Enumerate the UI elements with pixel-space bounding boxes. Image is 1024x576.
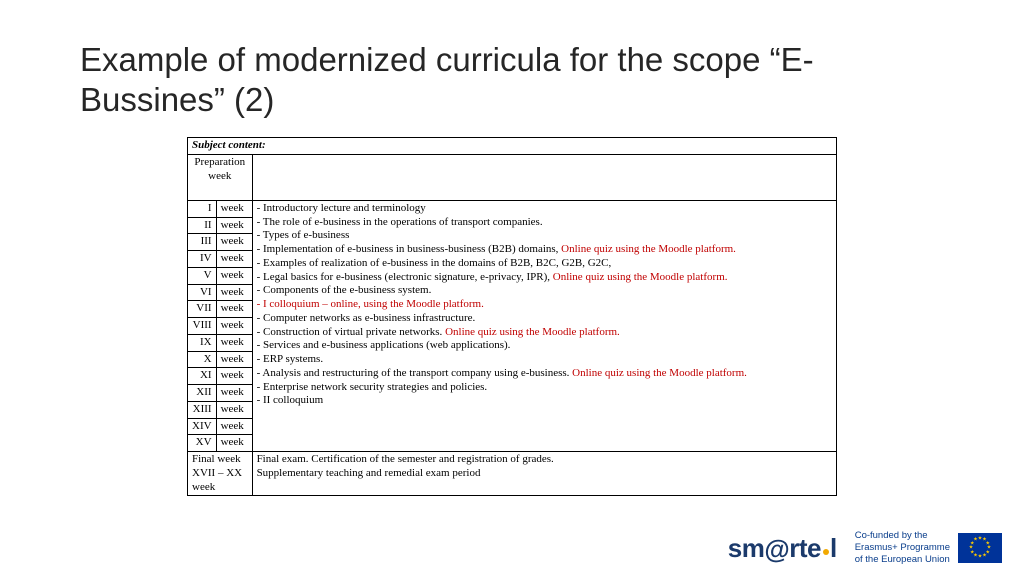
desc-fragment: - Services and e-business applications (… <box>257 339 511 351</box>
week-roman: II <box>188 217 217 234</box>
week-label: week <box>216 284 252 301</box>
week-desc-line: - Analysis and restructuring of the tran… <box>257 367 832 381</box>
week-descriptions: - Introductory lecture and terminology - … <box>252 200 836 451</box>
star-icon: ★ <box>973 538 977 543</box>
week-desc-line: - II colloquium <box>257 394 832 408</box>
star-icon: ★ <box>978 555 982 560</box>
desc-fragment: - Analysis and restructuring of the tran… <box>257 367 573 379</box>
desc-fragment: - The role of e-business in the operatio… <box>257 216 543 228</box>
smartel-logo: sm@rtel <box>728 533 837 564</box>
desc-fragment: - Legal basics for e-business (electroni… <box>257 271 553 283</box>
week-label: week <box>216 385 252 402</box>
desc-fragment: - I colloquium – online, using the Moodl… <box>257 298 484 310</box>
desc-fragment: - ERP systems. <box>257 353 324 365</box>
table-header-cell: Subject content: <box>188 138 837 155</box>
desc-fragment: Online quiz using the Moodle platform. <box>445 326 620 338</box>
week-label: week <box>216 418 252 435</box>
week-desc-line: - ERP systems. <box>257 353 832 367</box>
week-label: week <box>216 301 252 318</box>
week-label: week <box>216 368 252 385</box>
desc-fragment: - Introductory lecture and terminology <box>257 202 426 214</box>
smartel-pre: sm <box>728 533 765 564</box>
prep-week-label: Preparation week <box>188 154 253 200</box>
week-roman: XIV <box>188 418 217 435</box>
week-roman: XII <box>188 385 217 402</box>
cofund-l3: of the European Union <box>855 554 950 566</box>
week-roman: III <box>188 234 217 251</box>
week-desc-line: - Examples of realization of e-business … <box>257 257 832 271</box>
week-roman: I <box>188 200 217 217</box>
desc-fragment: - Implementation of e-business in busine… <box>257 243 562 255</box>
page-title: Example of modernized curricula for the … <box>0 0 1024 129</box>
final-right-cell: Final exam. Certification of the semeste… <box>252 452 836 496</box>
star-icon: ★ <box>969 546 973 551</box>
week-roman: VI <box>188 284 217 301</box>
subject-content-table: Subject content: Preparation week Iweek-… <box>187 137 837 496</box>
week-desc-line: - Legal basics for e-business (electroni… <box>257 271 832 285</box>
week-desc-line: - Computer networks as e-business infras… <box>257 312 832 326</box>
week-desc-line: - Introductory lecture and terminology <box>257 202 832 216</box>
desc-fragment: - Computer networks as e-business infras… <box>257 312 476 324</box>
cofund-l2: Erasmus+ Programme <box>855 542 950 554</box>
week-desc-line: - Implementation of e-business in busine… <box>257 243 832 257</box>
subject-table-wrap: Subject content: Preparation week Iweek-… <box>187 137 837 496</box>
week-label: week <box>216 401 252 418</box>
week-desc-line: - Types of e-business <box>257 229 832 243</box>
week-roman: IV <box>188 251 217 268</box>
preparation-row: Preparation week <box>188 154 837 200</box>
footer: sm@rtel Co-funded by the Erasmus+ Progra… <box>728 530 1002 566</box>
smartel-post: l <box>830 533 837 564</box>
desc-fragment: Online quiz using the Moodle platform. <box>561 243 736 255</box>
week-roman: IX <box>188 334 217 351</box>
table-header-row: Subject content: <box>188 138 837 155</box>
desc-fragment: - Components of the e-business system. <box>257 284 432 296</box>
final-left-cell: Final week XVII – XX week <box>188 452 253 496</box>
week-desc-line: - The role of e-business in the operatio… <box>257 216 832 230</box>
desc-fragment: - Examples of realization of e-business … <box>257 257 612 269</box>
cofund-l1: Co-funded by the <box>855 530 950 542</box>
final-right-l2: Final exam. Certification of the semeste… <box>257 453 832 467</box>
week-label: week <box>216 200 252 217</box>
smartel-mid: rte <box>789 533 821 564</box>
week-desc-line: - Components of the e-business system. <box>257 284 832 298</box>
final-right-l3: Supplementary teaching and remedial exam… <box>257 467 832 481</box>
week-roman: XV <box>188 435 217 452</box>
cofunded-block: Co-funded by the Erasmus+ Programme of t… <box>855 530 1002 566</box>
week-desc-line: - Services and e-business applications (… <box>257 339 832 353</box>
desc-fragment: Online quiz using the Moodle platform. <box>572 367 747 379</box>
eu-flag-icon: ★★★★★★★★★★★★ <box>958 533 1002 563</box>
desc-fragment: Online quiz using the Moodle platform. <box>553 271 728 283</box>
star-icon: ★ <box>970 550 974 555</box>
cofund-text: Co-funded by the Erasmus+ Programme of t… <box>855 530 950 566</box>
desc-fragment: - II colloquium <box>257 394 324 406</box>
week-label: week <box>216 251 252 268</box>
dot-icon <box>823 549 829 555</box>
week-roman: XIII <box>188 401 217 418</box>
week-label: week <box>216 267 252 284</box>
week-roman: VII <box>188 301 217 318</box>
week-desc-line: - I colloquium – online, using the Moodl… <box>257 298 832 312</box>
desc-fragment: - Types of e-business <box>257 229 350 241</box>
week-desc-line: - Construction of virtual private networ… <box>257 326 832 340</box>
week-roman: VIII <box>188 318 217 335</box>
table-row: Iweek - Introductory lecture and terminol… <box>188 200 837 217</box>
week-desc-line: - Enterprise network security strategies… <box>257 381 832 395</box>
week-label: week <box>216 217 252 234</box>
prep-week-desc <box>252 154 836 200</box>
week-roman: V <box>188 267 217 284</box>
week-label: week <box>216 234 252 251</box>
at-icon: @ <box>764 534 789 565</box>
final-left-l2: XVII – XX week <box>192 467 248 495</box>
star-icon: ★ <box>982 553 986 558</box>
week-label: week <box>216 351 252 368</box>
week-label: week <box>216 435 252 452</box>
desc-fragment: - Enterprise network security strategies… <box>257 381 488 393</box>
desc-fragment: - Construction of virtual private networ… <box>257 326 446 338</box>
final-row: Final week XVII – XX week Final exam. Ce… <box>188 452 837 496</box>
week-label: week <box>216 334 252 351</box>
final-left-l1: Final week <box>192 453 248 467</box>
week-label: week <box>216 318 252 335</box>
week-roman: XI <box>188 368 217 385</box>
week-roman: X <box>188 351 217 368</box>
